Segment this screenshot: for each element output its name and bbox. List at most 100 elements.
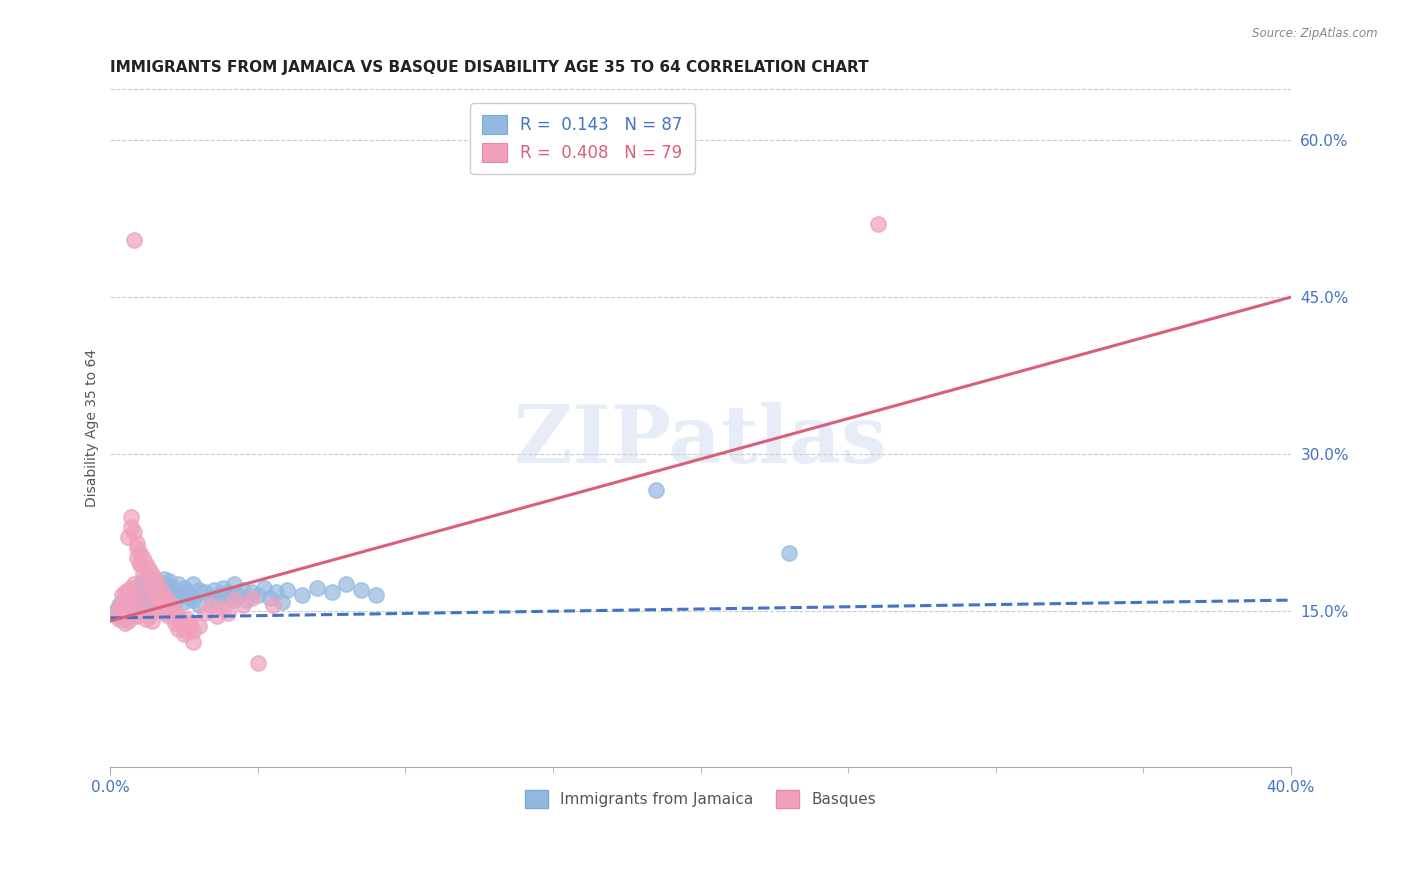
Point xyxy=(114,606,136,620)
Point xyxy=(132,567,155,582)
Point xyxy=(122,599,145,613)
Point xyxy=(291,588,314,602)
Point xyxy=(149,581,172,595)
Point xyxy=(176,612,198,626)
Point xyxy=(240,584,263,599)
Point xyxy=(305,581,328,595)
Point xyxy=(129,606,152,620)
Point xyxy=(138,588,160,602)
Point xyxy=(117,593,139,607)
Point xyxy=(122,577,145,591)
Point xyxy=(170,614,193,628)
Point xyxy=(108,608,131,623)
Point xyxy=(120,591,142,605)
Point xyxy=(141,591,163,605)
Point xyxy=(122,525,145,540)
Point xyxy=(141,614,163,628)
Point xyxy=(645,483,668,498)
Point xyxy=(202,582,225,597)
Point xyxy=(117,606,139,620)
Point xyxy=(105,606,128,620)
Point xyxy=(162,581,184,595)
Point xyxy=(187,599,209,613)
Point xyxy=(122,584,145,599)
Point xyxy=(157,608,180,623)
Point xyxy=(143,572,166,586)
Point xyxy=(132,595,155,609)
Point xyxy=(135,612,157,626)
Point xyxy=(211,601,233,615)
Point xyxy=(143,584,166,599)
Point xyxy=(120,509,142,524)
Point xyxy=(253,581,276,595)
Point xyxy=(138,577,160,591)
Point xyxy=(179,616,201,631)
Point xyxy=(200,599,222,613)
Point xyxy=(135,582,157,597)
Point xyxy=(246,588,269,602)
Point xyxy=(108,601,131,615)
Point xyxy=(143,601,166,615)
Point xyxy=(217,584,239,599)
Point xyxy=(224,593,246,607)
Text: ZIPatlas: ZIPatlas xyxy=(515,402,887,480)
Point xyxy=(122,599,145,613)
Point xyxy=(157,574,180,589)
Point xyxy=(125,541,148,555)
Point xyxy=(155,591,177,605)
Point xyxy=(120,595,142,609)
Point xyxy=(152,606,174,620)
Point xyxy=(138,562,160,576)
Point xyxy=(146,591,169,605)
Point xyxy=(176,624,198,639)
Point xyxy=(111,595,134,609)
Point xyxy=(135,593,157,607)
Point xyxy=(117,614,139,628)
Point xyxy=(224,577,246,591)
Point xyxy=(173,581,195,595)
Point xyxy=(149,584,172,599)
Point xyxy=(181,577,204,591)
Point xyxy=(205,595,228,609)
Y-axis label: Disability Age 35 to 64: Disability Age 35 to 64 xyxy=(86,349,100,507)
Point xyxy=(141,581,163,595)
Point xyxy=(122,233,145,247)
Point xyxy=(270,595,292,609)
Point xyxy=(125,581,148,595)
Point xyxy=(111,608,134,623)
Point xyxy=(108,599,131,613)
Point xyxy=(132,574,155,589)
Point xyxy=(176,584,198,599)
Point xyxy=(152,599,174,613)
Point xyxy=(143,574,166,589)
Point xyxy=(114,584,136,599)
Point xyxy=(217,606,239,620)
Point xyxy=(135,572,157,586)
Point xyxy=(114,616,136,631)
Point xyxy=(132,603,155,617)
Point xyxy=(143,595,166,609)
Point xyxy=(135,557,157,571)
Point xyxy=(149,591,172,605)
Point xyxy=(157,588,180,602)
Point xyxy=(208,588,231,602)
Point xyxy=(259,591,281,605)
Point xyxy=(125,535,148,549)
Point xyxy=(125,603,148,617)
Point xyxy=(129,599,152,613)
Point xyxy=(114,611,136,625)
Point xyxy=(181,624,204,639)
Point xyxy=(152,572,174,586)
Point xyxy=(167,623,190,637)
Point xyxy=(866,217,889,231)
Point xyxy=(117,531,139,545)
Point xyxy=(170,588,193,602)
Point xyxy=(120,581,142,595)
Point xyxy=(232,599,254,613)
Point xyxy=(129,557,152,571)
Point xyxy=(138,599,160,613)
Point xyxy=(211,581,233,595)
Point xyxy=(778,546,800,560)
Point xyxy=(194,584,217,599)
Point xyxy=(262,599,284,613)
